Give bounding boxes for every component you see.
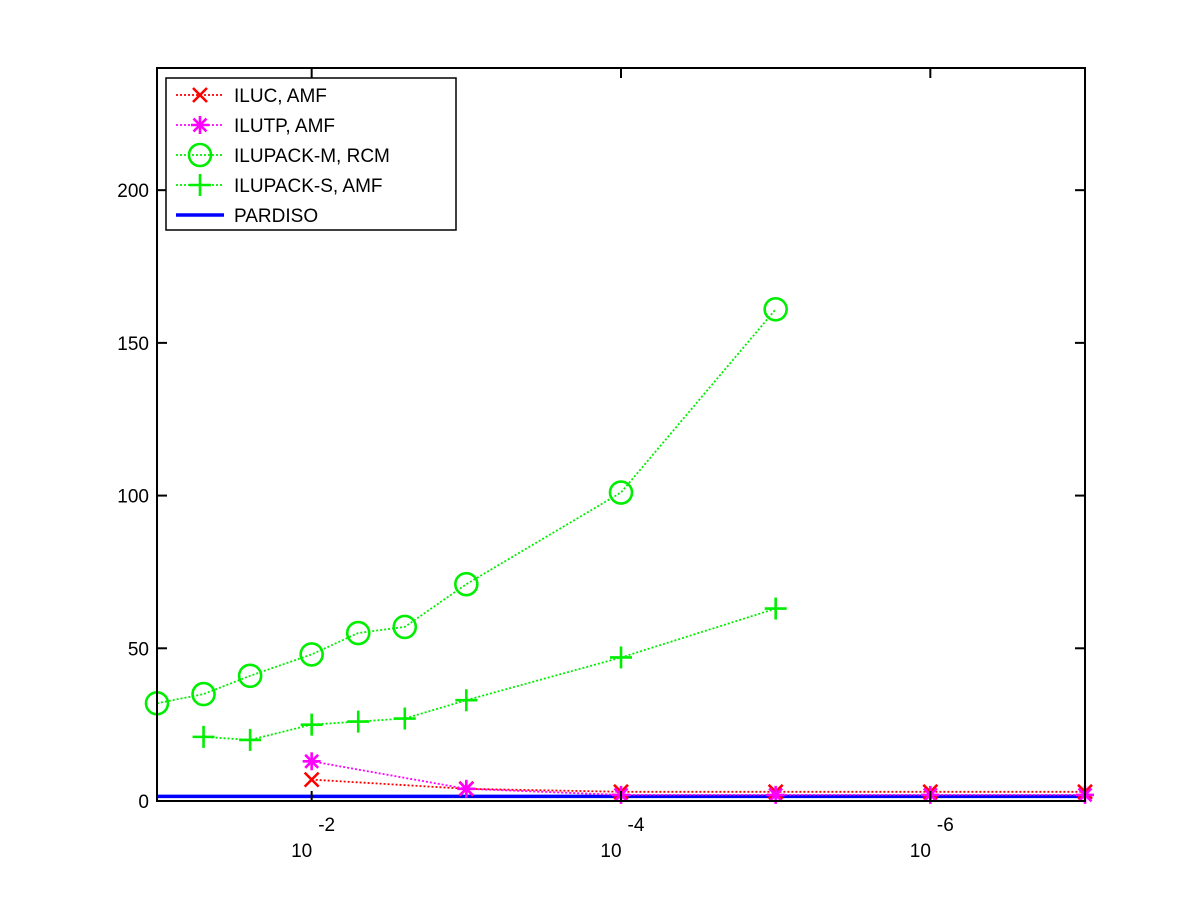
x-tick-base: 10 (910, 841, 931, 862)
series-2 (144, 296, 788, 716)
data-point (764, 597, 787, 620)
data-point (454, 571, 479, 597)
legend: ILUC, AMF ILUTP, AMF ILUPACK-M, RCM ILUPACK… (165, 77, 457, 231)
series-line-1 (311, 760, 1085, 796)
axes-layer: 0 50 100 150 200 -2 10 -4 10 -6 10 (117, 67, 1086, 862)
data-point (392, 614, 418, 640)
legend-box (165, 77, 457, 231)
y-tick-label: 200 (117, 181, 149, 202)
legend-entry-3: ILUPACK-S, AMF (176, 174, 383, 197)
legend-entry-4: PARDISO (176, 206, 318, 227)
data-point (608, 480, 634, 505)
y-tick-label: 0 (138, 792, 149, 813)
y-tick-label: 50 (128, 639, 149, 660)
data-point (239, 728, 262, 751)
series-line-0 (311, 778, 1085, 793)
data-point (192, 725, 215, 748)
legend-entry-2: ILUPACK-M, RCM (176, 142, 390, 168)
data-point (763, 296, 788, 322)
legend-label: PARDISO (234, 206, 318, 227)
data-point (457, 779, 476, 798)
legend-marker (192, 87, 208, 103)
legend-marker (191, 116, 209, 134)
legend-marker (189, 174, 211, 196)
x-tick-exponent: -2 (318, 815, 335, 836)
legend-label: ILUC, AMF (234, 86, 327, 107)
legend-entry-0: ILUC, AMF (176, 86, 327, 107)
legend-label: ILUPACK-M, RCM (234, 146, 390, 167)
data-point (191, 681, 216, 707)
legend-label: ILUPACK-S, AMF (234, 176, 383, 197)
legend-marker (187, 142, 213, 168)
series-line-2 (156, 308, 777, 705)
series-line-3 (203, 607, 776, 741)
legend-label: ILUTP, AMF (234, 116, 335, 137)
y-tick-label: 100 (117, 487, 149, 508)
data-point (393, 707, 416, 730)
data-point (345, 620, 371, 646)
data-point (610, 646, 632, 669)
x-tick-exponent: -6 (937, 815, 954, 836)
series-3 (192, 597, 787, 751)
x-tick-base: 10 (600, 841, 621, 862)
x-tick-base: 10 (291, 841, 312, 862)
data-point (302, 752, 321, 771)
data-point (237, 663, 263, 689)
x-tick-exponent: -4 (628, 815, 645, 836)
legend-entry-1: ILUTP, AMF (176, 116, 335, 137)
data-point (303, 771, 320, 788)
y-tick-label: 150 (117, 334, 149, 355)
data-point (455, 689, 478, 712)
data-point (347, 710, 370, 733)
data-point (300, 713, 323, 736)
data-point (299, 642, 324, 667)
